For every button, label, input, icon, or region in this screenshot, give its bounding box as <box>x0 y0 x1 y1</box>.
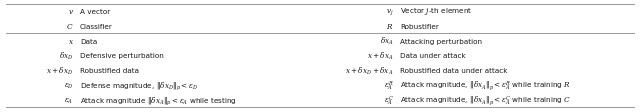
Text: $\mathbf{\mathit{x}}$: $\mathbf{\mathit{x}}$ <box>68 37 74 45</box>
Text: Data: Data <box>80 38 97 44</box>
Text: $\mathit{C}$: $\mathit{C}$ <box>66 22 74 31</box>
Text: $\mathbf{\mathit{x}}+\delta\mathbf{\mathit{x}}_D$: $\mathbf{\mathit{x}}+\delta\mathbf{\math… <box>46 65 74 76</box>
Text: $\delta\mathbf{\mathit{x}}_A$: $\delta\mathbf{\mathit{x}}_A$ <box>380 36 394 47</box>
Text: $\mathit{R}$: $\mathit{R}$ <box>387 22 394 31</box>
Text: $\mathit{v}_j$: $\mathit{v}_j$ <box>386 7 394 17</box>
Text: Robustifier: Robustifier <box>400 24 439 30</box>
Text: Attacking perturbation: Attacking perturbation <box>400 38 482 44</box>
Text: Defense magnitude, $\|\delta\mathbf{\mathit{x}}_D\|_p < \epsilon_D$: Defense magnitude, $\|\delta\mathbf{\mat… <box>80 80 198 91</box>
Text: $\epsilon_A^R$: $\epsilon_A^R$ <box>384 79 394 92</box>
Text: Attack magnitude $\|\delta\mathbf{\mathit{x}}_A\|_p < \epsilon_A$ while testing: Attack magnitude $\|\delta\mathbf{\mathi… <box>80 94 237 106</box>
Text: $\epsilon_A$: $\epsilon_A$ <box>65 96 74 105</box>
Text: $\epsilon_D$: $\epsilon_D$ <box>64 81 74 90</box>
Text: $\mathbf{\mathit{x}}+\delta\mathbf{\mathit{x}}_A$: $\mathbf{\mathit{x}}+\delta\mathbf{\math… <box>367 50 394 62</box>
Text: Attack magnitude, $\|\delta\mathbf{\mathit{x}}_A\|_p < \epsilon_A^C$ while train: Attack magnitude, $\|\delta\mathbf{\math… <box>400 94 571 107</box>
Text: A vector: A vector <box>80 9 110 15</box>
Text: Attack magnitude, $\|\delta\mathbf{\mathit{x}}_A\|_p < \epsilon_A^R$ while train: Attack magnitude, $\|\delta\mathbf{\math… <box>400 79 571 92</box>
Text: Robustified data under attack: Robustified data under attack <box>400 68 508 74</box>
Text: Vector $\mathit{j}$-th element: Vector $\mathit{j}$-th element <box>400 6 472 17</box>
Text: Defensive perturbation: Defensive perturbation <box>80 53 164 59</box>
Text: $\delta\mathbf{\mathit{x}}_D$: $\delta\mathbf{\mathit{x}}_D$ <box>59 50 74 62</box>
Text: Robustified data: Robustified data <box>80 68 139 74</box>
Text: Classifier: Classifier <box>80 24 113 30</box>
Text: $\mathbf{\mathit{v}}$: $\mathbf{\mathit{v}}$ <box>68 8 74 16</box>
Text: Data under attack: Data under attack <box>400 53 466 59</box>
Text: $\mathbf{\mathit{x}}+\delta\mathbf{\mathit{x}}_D+\delta\mathbf{\mathit{x}}_A$: $\mathbf{\mathit{x}}+\delta\mathbf{\math… <box>345 65 394 76</box>
Text: $\epsilon_A^C$: $\epsilon_A^C$ <box>383 94 394 107</box>
